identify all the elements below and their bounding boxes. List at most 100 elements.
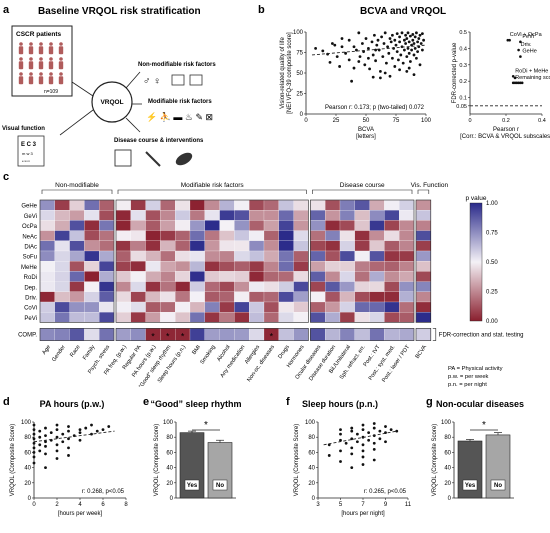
- data-point: [328, 60, 332, 64]
- heatmap-cell: [278, 199, 294, 211]
- x-axis-label: [hours per week]: [58, 511, 103, 517]
- category-label: No: [216, 483, 224, 489]
- heatmap-cell: [99, 281, 115, 292]
- heatmap-cell: [115, 271, 131, 282]
- data-point: [517, 48, 520, 52]
- heatmap-cell: [325, 199, 341, 211]
- heatmap-cell: [99, 271, 115, 282]
- gender-icons: ♂ ♀: [143, 76, 161, 87]
- x-tick-label: 4: [78, 502, 82, 508]
- heatmap-cell: [115, 199, 131, 211]
- heatmap-cell: [293, 281, 309, 292]
- panel-title: Sleep hours (p.n.): [302, 399, 378, 409]
- heatmap-cell: [84, 250, 100, 262]
- heatmap-cell: [354, 312, 370, 323]
- heatmap-cell: [130, 220, 146, 231]
- y-tick-label: 0.5: [459, 30, 467, 36]
- comp-cell: [369, 328, 385, 341]
- heatmap-cell: [39, 271, 55, 282]
- heatmap-cell: [339, 199, 355, 211]
- data-point: [411, 33, 415, 36]
- cscr-label: CSCR patients: [16, 31, 62, 38]
- heatmap-cell: [204, 291, 220, 303]
- data-point: [421, 48, 424, 52]
- x-tick-label: 0: [304, 118, 308, 124]
- heatmap-cell: [115, 261, 131, 272]
- group-border: [39, 199, 115, 323]
- heatmap-cell: [84, 261, 100, 272]
- y-tick-label: 20: [308, 481, 315, 487]
- data-point: [372, 458, 376, 462]
- heatmap-cell: [219, 210, 235, 221]
- y-axis-label-line: FDR-corrected p-value: [452, 42, 458, 103]
- eye-chart-icon: [17, 135, 45, 167]
- column-label: Smoking: [199, 344, 216, 365]
- data-point: [388, 74, 392, 78]
- panel-letter-a: a: [3, 4, 10, 16]
- comp-cell: [310, 328, 326, 341]
- heatmap-cell: [84, 240, 100, 252]
- data-point: [61, 432, 65, 436]
- row-label: Dep.: [24, 285, 37, 291]
- data-point: [49, 431, 53, 435]
- y-tick-label: 20: [166, 481, 173, 487]
- comp-cell: [354, 328, 370, 341]
- x-tick-label: 7: [361, 502, 365, 508]
- heatmap-cell: [175, 199, 191, 211]
- pill-icon: [175, 152, 193, 166]
- heatmap-cell: [204, 281, 220, 292]
- heatmap-cell: [293, 210, 309, 221]
- y-tick-label: 40: [444, 466, 451, 472]
- heatmap-cell: [369, 220, 385, 231]
- panel-letter: f: [286, 396, 290, 408]
- heatmap-cell: [54, 210, 70, 221]
- syringe-icon: [145, 151, 161, 167]
- heatmap-cell: [263, 230, 279, 241]
- heatmap-cell: [249, 250, 265, 262]
- heatmap-cell: [39, 250, 55, 262]
- significance-star: *: [151, 332, 155, 342]
- x-tick-label: 3: [316, 502, 320, 508]
- data-point: [339, 438, 342, 442]
- heatmap-cell: [130, 301, 146, 313]
- heatmap-cell: [339, 281, 355, 292]
- heatmap-cell: [204, 230, 220, 241]
- heatmap-cell: [399, 312, 415, 323]
- heatmap-cell: [189, 261, 205, 272]
- data-point: [398, 40, 401, 44]
- data-point: [340, 45, 344, 49]
- data-point: [398, 35, 401, 39]
- data-point: [352, 66, 356, 70]
- data-point: [361, 455, 365, 459]
- data-point: [67, 437, 70, 441]
- patient-icon-head: [19, 57, 23, 61]
- data-point: [367, 56, 370, 60]
- data-point: [415, 56, 418, 60]
- panel-b: b BCVA and VRQOL 0 25 50 75 100 0 25 50 75 100 Pea…: [258, 4, 550, 140]
- group-brace: [41, 189, 113, 194]
- data-point: [367, 431, 371, 435]
- patient-icon-head: [59, 42, 63, 46]
- connector-nonmod: [125, 71, 141, 89]
- heatmap-cell: [130, 271, 146, 282]
- comp-cell: [325, 328, 341, 341]
- data-point: [384, 425, 387, 428]
- heatmap-cell: [145, 199, 161, 211]
- heatmap-cell: [69, 230, 85, 241]
- data-point: [406, 47, 410, 50]
- heatmap-cell: [84, 291, 100, 303]
- data-point: [44, 440, 47, 444]
- heatmap-cell: [145, 210, 161, 221]
- data-point: [410, 48, 413, 52]
- heatmap-cell: [278, 240, 294, 252]
- heatmap-cell: [399, 240, 415, 252]
- heatmap-cell: [325, 230, 341, 241]
- data-point: [372, 422, 376, 425]
- data-point: [38, 429, 42, 433]
- heatmap-cell: [219, 261, 235, 272]
- x-tick-label: 25: [333, 118, 340, 124]
- group-label: Disease course: [340, 182, 385, 189]
- heatmap-cell: [84, 220, 100, 231]
- y-tick-label: 50: [296, 71, 303, 77]
